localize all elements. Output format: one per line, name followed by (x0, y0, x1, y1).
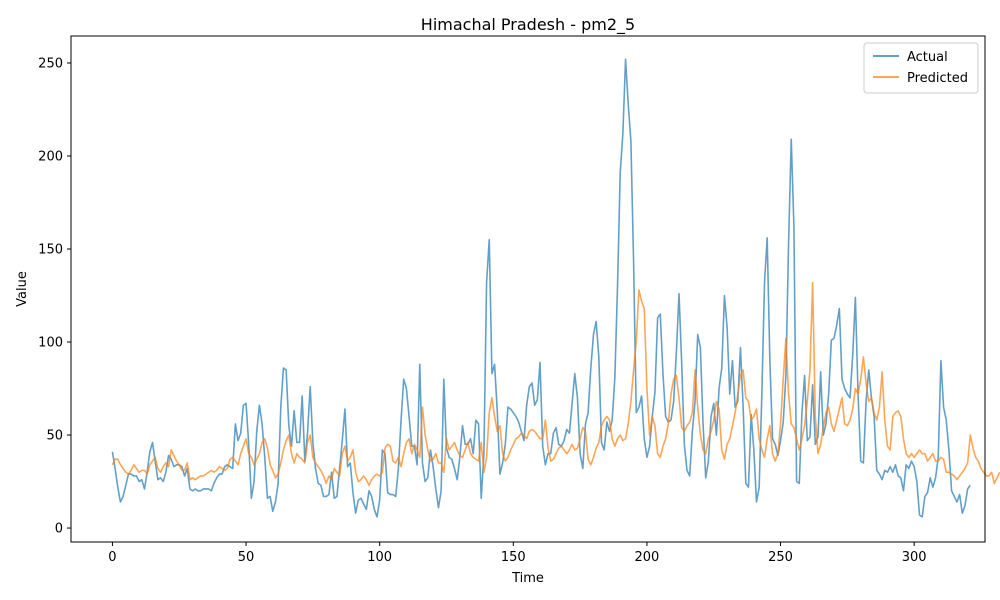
y-tick-label: 200 (38, 149, 63, 164)
x-axis-label: Time (511, 571, 544, 586)
plot-area (111, 58, 1000, 518)
axes-frame (70, 35, 986, 543)
y-tick-label: 50 (46, 429, 63, 444)
x-tick-label: 50 (238, 550, 255, 565)
legend: Actual Predicted (863, 42, 979, 94)
y-tick-label: 250 (38, 56, 63, 71)
legend-label-actual: Actual (907, 50, 948, 65)
y-tick-label: 100 (38, 336, 63, 351)
x-tick-label: 200 (635, 550, 660, 565)
y-axis-label: Value (15, 271, 30, 307)
series-line-predicted (111, 281, 1000, 487)
x-tick-label: 0 (108, 550, 116, 565)
y-tick-label: 0 (55, 522, 63, 537)
x-tick-label: 100 (367, 550, 392, 565)
chart-title: Himachal Pradesh - pm2_5 (421, 15, 635, 35)
y-tick-label: 150 (38, 243, 63, 258)
axis-ticks: 0 50 100 150 200 250 300 0 50 100 150 200 250 (38, 56, 926, 565)
x-tick-label: 300 (902, 550, 927, 565)
x-tick-label: 250 (768, 550, 793, 565)
x-tick-label: 150 (501, 550, 526, 565)
legend-label-predicted: Predicted (907, 71, 968, 86)
